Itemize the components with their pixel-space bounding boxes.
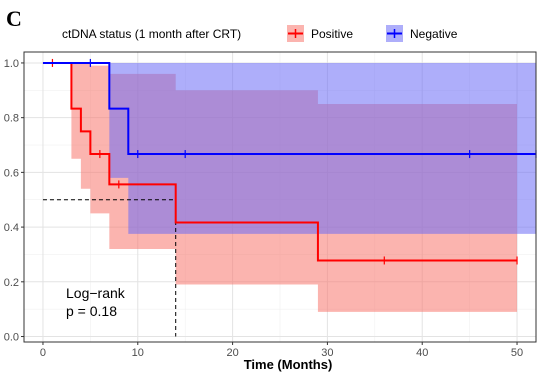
y-tick-label: 0.2 (4, 277, 19, 289)
x-tick-label: 20 (226, 347, 238, 359)
plot-border (23, 51, 537, 343)
x-tick-label: 40 (416, 347, 428, 359)
y-tick-label: 0.4 (4, 222, 19, 234)
confidence-band-negative (42, 62, 537, 234)
pvalue-label: p = 0.18 (66, 303, 117, 319)
x-tick-label: 0 (40, 347, 46, 359)
legend-title: ctDNA status (1 month after CRT) (62, 27, 241, 41)
legend: ctDNA status (1 month after CRT) Positiv… (62, 25, 458, 42)
legend-label-negative: Negative (410, 27, 458, 41)
panel-label: C (6, 6, 22, 31)
logrank-label: Log−rank (66, 285, 126, 301)
plot-panel (23, 51, 537, 343)
median-guide-line (42, 199, 177, 337)
x-tick-label: 10 (132, 347, 144, 359)
y-tick-label: 1.0 (4, 58, 19, 70)
y-tick-label: 0.0 (4, 332, 19, 344)
x-tick-label: 50 (511, 347, 523, 359)
x-tick-label: 30 (321, 347, 333, 359)
y-tick-label: 0.8 (4, 113, 19, 125)
legend-label-positive: Positive (311, 27, 353, 41)
y-tick-label: 0.6 (4, 167, 19, 179)
x-axis-title: Time (Months) (244, 357, 333, 372)
survival-curve-negative (42, 61, 536, 156)
